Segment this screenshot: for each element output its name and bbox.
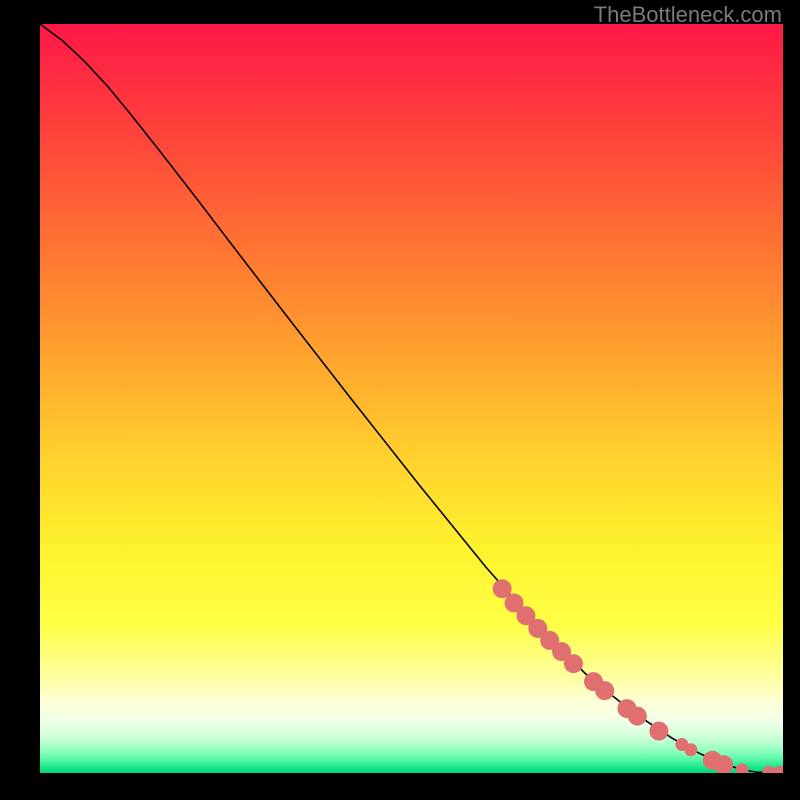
data-marker — [595, 681, 614, 700]
data-marker — [564, 654, 583, 673]
curve-layer — [40, 24, 783, 773]
plot-area — [40, 24, 783, 773]
watermark-text: TheBottleneck.com — [594, 2, 782, 28]
figure-root: TheBottleneck.com — [0, 0, 800, 800]
data-marker — [736, 764, 749, 774]
data-marker — [774, 766, 783, 773]
data-marker — [762, 766, 775, 773]
data-marker — [628, 707, 647, 726]
data-marker — [649, 722, 668, 741]
bottleneck-curve — [40, 24, 783, 772]
data-marker — [684, 743, 697, 756]
